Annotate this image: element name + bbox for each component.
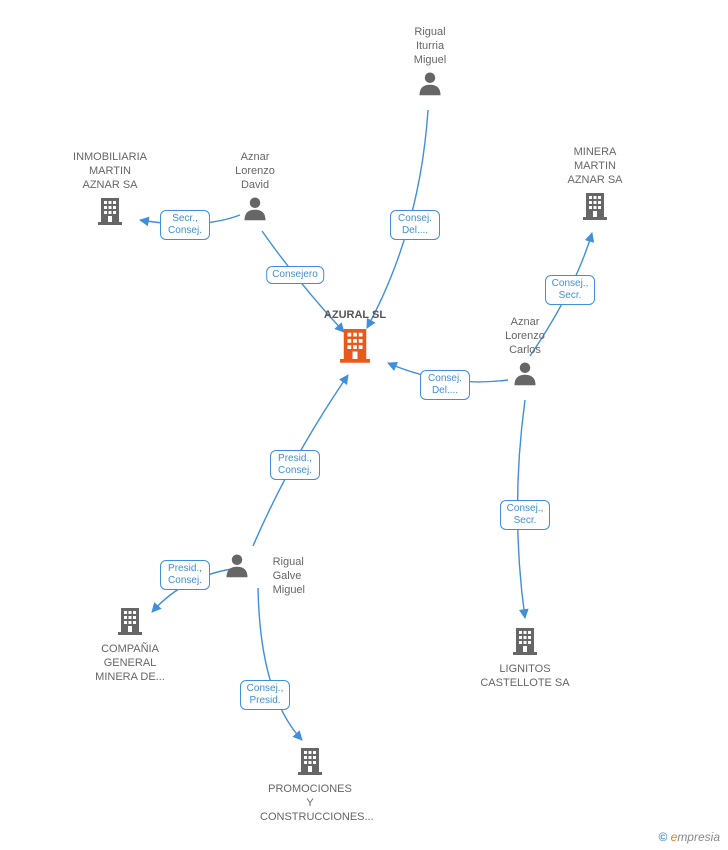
node-label: COMPAÑIA GENERAL MINERA DE...: [80, 642, 180, 684]
node-label: Aznar Lorenzo David: [205, 150, 305, 192]
node-david[interactable]: Aznar Lorenzo David: [205, 150, 305, 228]
node-rigual_i[interactable]: Rigual Iturria Miguel: [380, 25, 480, 103]
node-label: PROMOCIONES Y CONSTRUCCIONES...: [260, 782, 360, 824]
edge-label-e4: Consej. Del....: [420, 370, 470, 400]
building-icon: [114, 604, 146, 636]
node-label: Aznar Lorenzo Carlos: [475, 315, 575, 357]
building-icon: [94, 194, 126, 226]
copyright: © empresia: [658, 830, 720, 844]
edge-label-e3: Consej. Del....: [390, 210, 440, 240]
node-azural[interactable]: AZURAL SL: [305, 308, 405, 370]
building-icon: [335, 324, 375, 364]
edge-e9: [258, 588, 302, 740]
building-icon: [509, 624, 541, 656]
brand-rest: mpresia: [677, 830, 720, 844]
node-label: Rigual Galve Miguel: [273, 555, 305, 597]
person-icon: [241, 194, 269, 222]
copyright-symbol: ©: [658, 830, 667, 844]
edges-layer: [0, 0, 728, 850]
node-minera[interactable]: MINERA MARTIN AZNAR SA: [545, 145, 645, 227]
edge-label-e2: Consejero: [266, 266, 324, 284]
node-promoc[interactable]: PROMOCIONES Y CONSTRUCCIONES...: [260, 742, 360, 824]
edge-label-e6: Consej., Secr.: [500, 500, 550, 530]
node-inmob[interactable]: INMOBILIARIA MARTIN AZNAR SA: [60, 150, 160, 232]
node-label: LIGNITOS CASTELLOTE SA: [475, 662, 575, 690]
edge-label-e8: Presid., Consej.: [160, 560, 210, 590]
node-rigual_g[interactable]: Rigual Galve Miguel: [205, 549, 305, 597]
node-lignitos[interactable]: LIGNITOS CASTELLOTE SA: [475, 622, 575, 690]
node-label: Rigual Iturria Miguel: [380, 25, 480, 67]
edge-label-e1: Secr., Consej.: [160, 210, 210, 240]
node-compania[interactable]: COMPAÑIA GENERAL MINERA DE...: [80, 602, 180, 684]
node-label: AZURAL SL: [305, 308, 405, 322]
node-label: MINERA MARTIN AZNAR SA: [545, 145, 645, 187]
person-icon: [416, 69, 444, 97]
edge-label-e7: Presid., Consej.: [270, 450, 320, 480]
edge-label-e9: Consej., Presid.: [240, 680, 290, 710]
edge-label-e5: Consej., Secr.: [545, 275, 595, 305]
building-icon: [294, 744, 326, 776]
person-icon: [223, 551, 251, 579]
building-icon: [579, 189, 611, 221]
node-label: INMOBILIARIA MARTIN AZNAR SA: [60, 150, 160, 192]
node-carlos[interactable]: Aznar Lorenzo Carlos: [475, 315, 575, 393]
person-icon: [511, 359, 539, 387]
